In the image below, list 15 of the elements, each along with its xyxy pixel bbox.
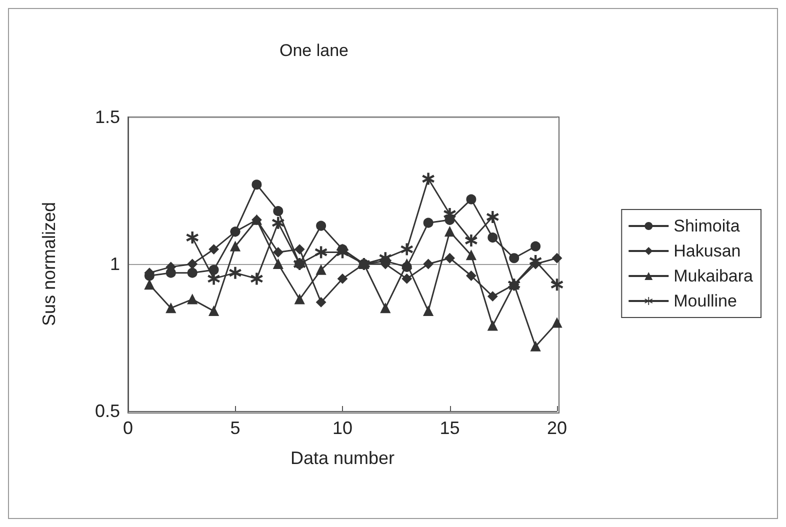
y-tick-label: 0.5 — [94, 401, 120, 421]
legend-label: Shimoita — [674, 216, 740, 236]
legend-label: Mukaibara — [674, 266, 754, 286]
x-tick-label: 5 — [230, 418, 240, 438]
y-axis-title: Sus normalized — [39, 202, 59, 326]
x-tick-label: 20 — [546, 418, 568, 438]
x-axis-title: Data number — [290, 448, 395, 468]
legend-label: Hakusan — [674, 242, 741, 260]
legend-label: Moulline — [674, 292, 737, 310]
chart-title: One lane — [280, 41, 348, 60]
x-tick-label: 0 — [122, 418, 134, 438]
x-tick-label: 10 — [332, 418, 353, 438]
x-tick-label: 15 — [440, 418, 460, 438]
y-tick-label: 1 — [110, 254, 120, 274]
y-tick-label: 1.5 — [94, 107, 120, 127]
